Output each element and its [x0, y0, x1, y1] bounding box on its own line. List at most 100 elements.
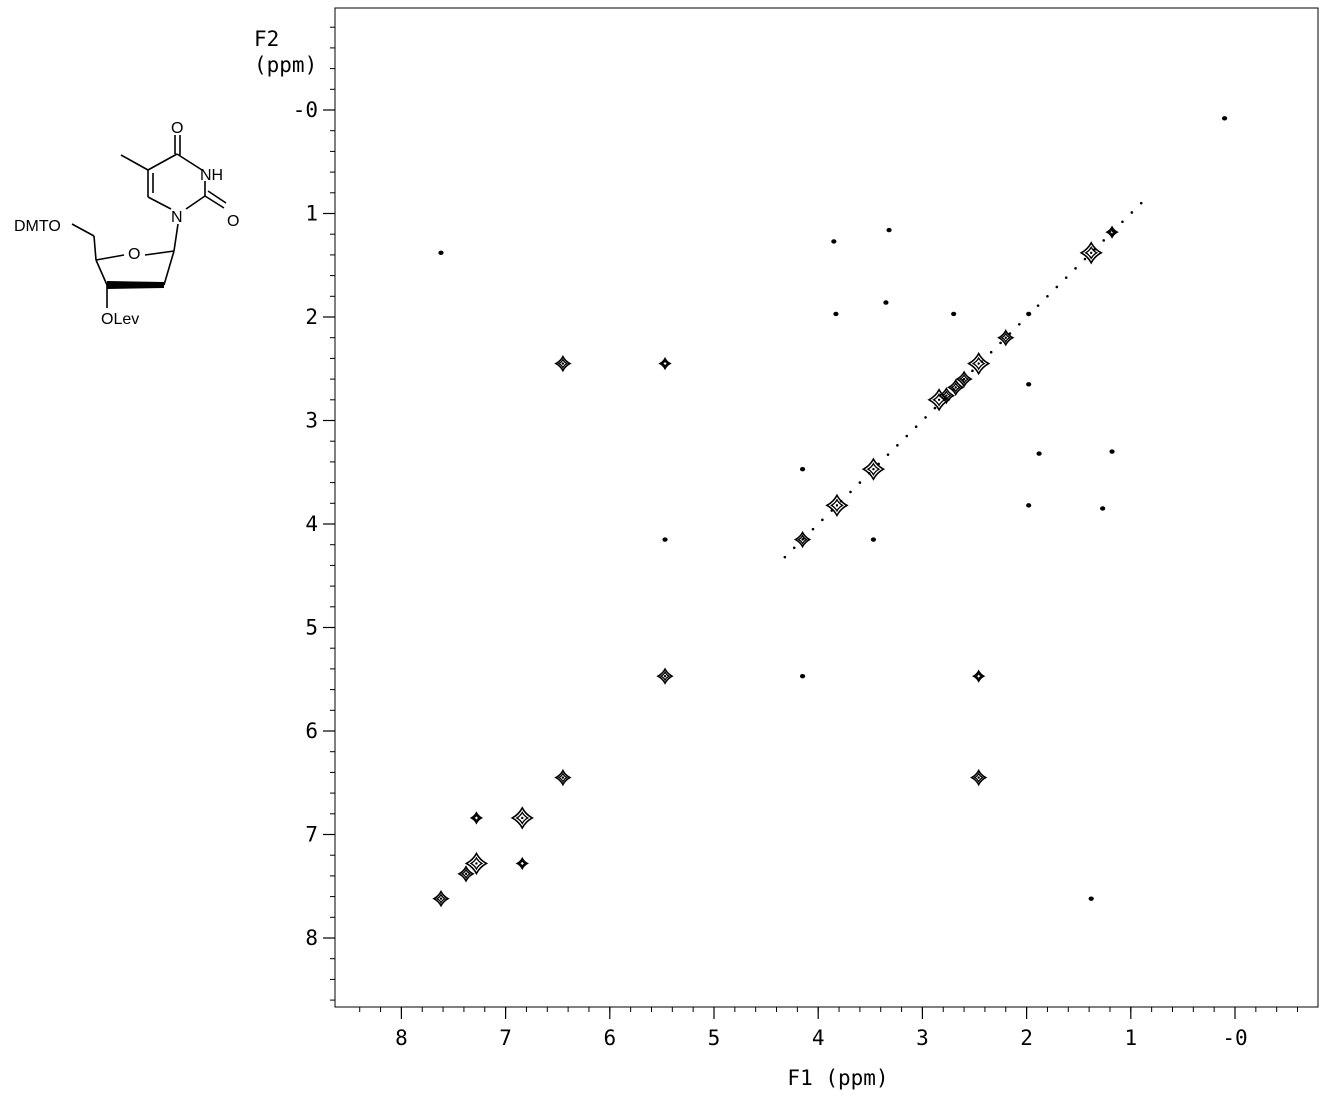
y-major-ticks: [323, 109, 335, 939]
x-tick-label: -0: [1222, 1026, 1247, 1050]
diagonal-dot: [886, 453, 890, 456]
molecule-structure: [71, 135, 227, 308]
x-tick-label: 6: [603, 1026, 616, 1050]
x-tick-label: 7: [499, 1026, 512, 1050]
cross-peak: [1088, 896, 1094, 901]
diagonal-dot: [1036, 304, 1040, 307]
cross-peak: [951, 311, 957, 317]
cross-peak: [969, 768, 988, 787]
diagonal-dot: [1121, 220, 1124, 224]
diagonal-dot: [821, 518, 824, 522]
atom-label-nh: NH: [200, 167, 223, 184]
y-axis-title-line1: F2: [254, 27, 279, 51]
y-tick-label: -0: [293, 98, 318, 122]
y-minor-ticks: [330, 26, 335, 1001]
diagonal-peak: [464, 851, 489, 876]
x-tick-label: 4: [812, 1026, 825, 1050]
y-tick-label: 4: [305, 512, 318, 536]
atom-label-o-right: O: [227, 213, 239, 230]
diagonal-dot: [1083, 257, 1087, 261]
cross-peak: [1109, 449, 1115, 454]
diagonal-peak: [432, 889, 450, 908]
cross-peak: [883, 300, 889, 305]
atom-label-o-sugar: O: [128, 246, 140, 263]
atom-label-olev: OLev: [101, 311, 139, 328]
cross-peak: [870, 537, 877, 542]
diagonal-dot: [849, 490, 852, 494]
cross-peak: [438, 250, 444, 256]
diagonal-peak: [1105, 225, 1119, 239]
cross-peak: [886, 227, 892, 233]
cross-peak: [1026, 503, 1032, 508]
cross-peak: [1026, 382, 1032, 387]
atom-label-o-top: O: [171, 120, 183, 137]
diagonal-peak: [793, 530, 812, 549]
diagonal-peak: [825, 493, 849, 518]
diagonal-dot: [811, 527, 815, 531]
y-tick-label: 6: [305, 719, 318, 743]
diagonal-dot: [1055, 285, 1059, 289]
wedge-bond: [107, 281, 164, 289]
diagonal-peak: [656, 667, 674, 685]
x-tick-label: 1: [1124, 1026, 1137, 1050]
cross-peak: [1100, 506, 1106, 511]
diagonal-peak: [947, 378, 965, 397]
molecule-labels: O NH O N O DMTO OLev: [14, 120, 239, 328]
cross-peak: [971, 669, 986, 683]
x-tick-label: 5: [708, 1026, 721, 1050]
diagonal-dot: [914, 425, 918, 429]
y-tick-label: 8: [305, 926, 318, 950]
peaks: [432, 116, 1228, 908]
diagonal-peak: [510, 806, 534, 830]
x-minor-ticks: [359, 1007, 1299, 1012]
diagonal-dot: [971, 369, 974, 373]
x-axis-title: F1 (ppm): [787, 1066, 888, 1090]
x-major-ticks: [400, 1007, 1236, 1019]
diagonal-dot: [783, 555, 787, 559]
cross-peak: [554, 354, 572, 373]
diagonal-dot: [858, 481, 862, 484]
diagonal-dot: [1139, 201, 1143, 205]
x-tick-label: 2: [1020, 1026, 1033, 1050]
diagonal-peak: [955, 370, 973, 388]
diagonal-peak: [966, 351, 991, 376]
diagonal-dot: [792, 546, 796, 550]
atom-label-dmto: DMTO: [14, 218, 61, 235]
diagonal-peak: [937, 386, 956, 405]
y-axis-title-line2: (ppm): [254, 53, 317, 77]
diagonal-dot: [896, 444, 899, 447]
y-tick-label: 7: [305, 823, 318, 847]
diagonal-peak: [861, 457, 886, 481]
cross-peak: [515, 856, 529, 871]
diagonal-peak: [554, 768, 572, 787]
cross-peak: [799, 466, 806, 472]
cross-peak: [833, 311, 839, 317]
cross-peak: [662, 537, 668, 542]
diagonal-dot: [924, 416, 927, 419]
y-tick-labels: -0 1 2 3 4 5 6 7 8: [293, 98, 318, 950]
diagonal-dot: [933, 406, 937, 410]
y-tick-label: 1: [305, 202, 318, 226]
diagonal-dot: [989, 350, 993, 354]
cross-peak: [1026, 311, 1032, 317]
diagonal-peak: [1221, 116, 1228, 121]
diagonal-dot: [905, 434, 909, 438]
diagonal-dot: [1130, 211, 1134, 214]
diagonal-peak: [1079, 241, 1103, 265]
diagonal-dot: [999, 341, 1002, 345]
x-tick-labels: 8 7 6 5 4 3 2 1 -0: [395, 1026, 1248, 1050]
plot-frame: [334, 7, 1319, 1008]
diagonal-dot: [1046, 295, 1049, 298]
diagonal-peak: [457, 865, 475, 883]
y-tick-label: 3: [305, 409, 318, 433]
y-tick-label: 5: [305, 616, 318, 640]
diagonal-dot: [1102, 239, 1106, 242]
cross-peak: [469, 811, 484, 825]
y-tick-label: 2: [305, 305, 318, 329]
methyl-bond: [120, 154, 149, 171]
cross-peak: [658, 356, 672, 371]
cross-peak: [1036, 451, 1042, 456]
atom-label-n: N: [171, 209, 183, 226]
cross-peak: [831, 239, 837, 244]
